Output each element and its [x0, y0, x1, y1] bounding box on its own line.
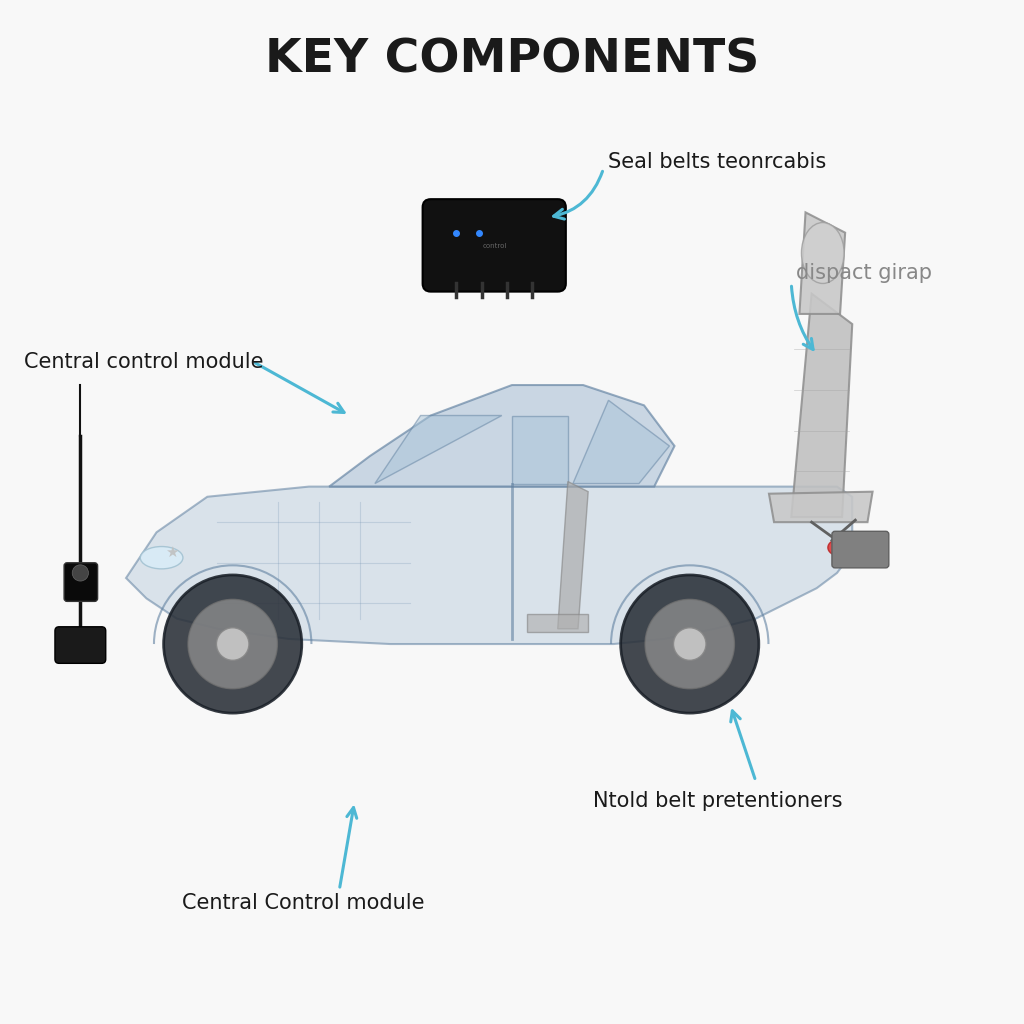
- Polygon shape: [792, 294, 852, 517]
- Ellipse shape: [827, 540, 850, 556]
- Ellipse shape: [802, 222, 844, 284]
- Polygon shape: [769, 492, 872, 522]
- FancyBboxPatch shape: [831, 531, 889, 568]
- Circle shape: [188, 599, 278, 689]
- Text: Seal belts teonrcabis: Seal belts teonrcabis: [608, 152, 826, 172]
- Circle shape: [674, 628, 706, 660]
- Polygon shape: [329, 385, 675, 486]
- Text: Central control module: Central control module: [25, 351, 264, 372]
- Text: dispact girap: dispact girap: [797, 263, 933, 284]
- Polygon shape: [512, 416, 568, 483]
- Text: control: control: [482, 243, 507, 249]
- Circle shape: [164, 574, 302, 713]
- Circle shape: [73, 565, 88, 581]
- FancyBboxPatch shape: [55, 627, 105, 664]
- Text: Ntold belt pretentioners: Ntold belt pretentioners: [593, 792, 843, 811]
- Text: Central Control module: Central Control module: [182, 893, 424, 913]
- FancyBboxPatch shape: [65, 563, 97, 601]
- Text: KEY COMPONENTS: KEY COMPONENTS: [265, 38, 759, 83]
- Polygon shape: [573, 400, 670, 483]
- Polygon shape: [126, 486, 852, 644]
- FancyBboxPatch shape: [423, 200, 566, 292]
- Circle shape: [216, 628, 249, 660]
- Polygon shape: [527, 613, 588, 632]
- Ellipse shape: [140, 547, 183, 569]
- Polygon shape: [800, 212, 845, 314]
- Polygon shape: [375, 416, 502, 483]
- Circle shape: [645, 599, 734, 689]
- Polygon shape: [558, 481, 588, 629]
- Text: ★: ★: [165, 545, 178, 560]
- Circle shape: [621, 574, 759, 713]
